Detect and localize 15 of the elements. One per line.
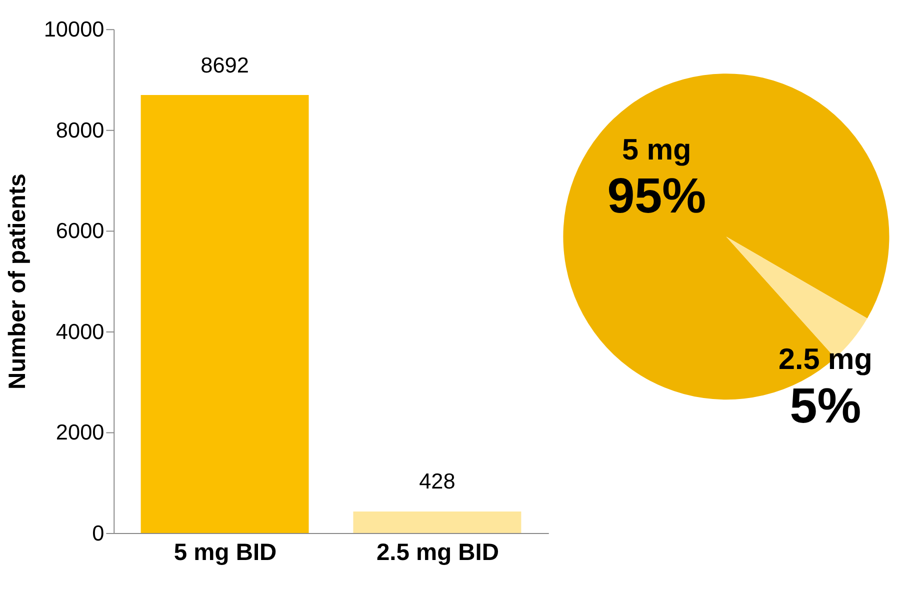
slice-label: 5 mg xyxy=(622,133,692,166)
y-tick-label: 2000 xyxy=(56,420,104,445)
y-tick-label: 0 xyxy=(92,520,104,546)
y-tick-label: 10000 xyxy=(44,16,104,42)
y-tick-label: 6000 xyxy=(56,218,104,244)
y-tick-label: 4000 xyxy=(56,318,104,344)
data-label: 428 xyxy=(419,468,456,494)
data-label: 8692 xyxy=(200,52,249,78)
y-tick-label: 8000 xyxy=(56,117,104,142)
data-label: 5% xyxy=(790,378,862,434)
slice-label: 2.5 mg xyxy=(778,343,872,376)
x-tick-label: 5 mg BID xyxy=(174,540,277,566)
data-label: 95% xyxy=(607,168,706,224)
x-tick-label: 2.5 mg BID xyxy=(376,540,499,566)
y-axis-title: Number of patients xyxy=(5,174,32,390)
